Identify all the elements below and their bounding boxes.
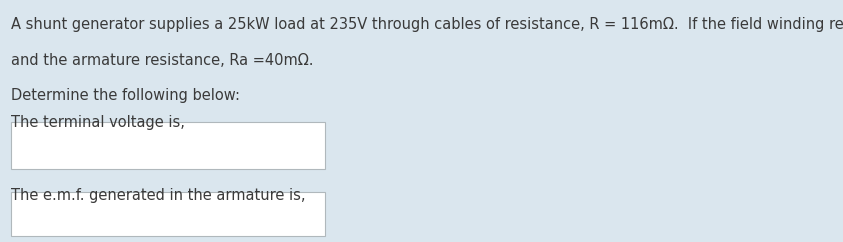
Text: A shunt generator supplies a 25kW load at 235V through cables of resistance, R =: A shunt generator supplies a 25kW load a… [11,17,843,32]
FancyBboxPatch shape [11,122,325,169]
Text: The terminal voltage is,: The terminal voltage is, [11,115,185,130]
Text: and the armature resistance, Ra =40mΩ.: and the armature resistance, Ra =40mΩ. [11,53,314,68]
FancyBboxPatch shape [11,192,325,236]
Text: Determine the following below:: Determine the following below: [11,88,240,103]
Text: The e.m.f. generated in the armature is,: The e.m.f. generated in the armature is, [11,188,305,203]
